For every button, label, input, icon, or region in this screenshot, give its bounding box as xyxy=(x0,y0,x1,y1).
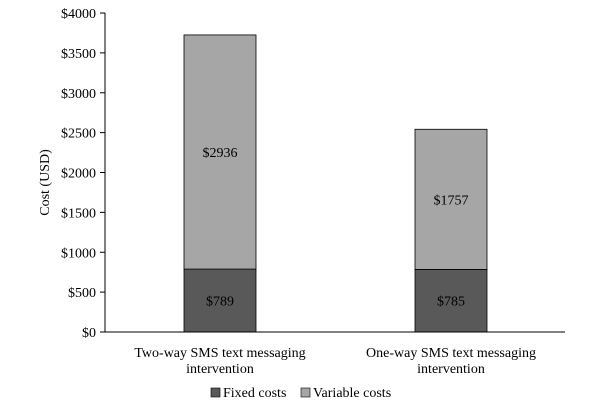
y-tick-label: $1000 xyxy=(61,246,96,261)
legend-label-variable: Variable costs xyxy=(313,386,391,401)
y-tick-label: $1500 xyxy=(61,206,96,221)
labels-group: $789 $2936 $785 $1757 xyxy=(203,146,469,310)
bar-fixed-1 xyxy=(183,268,257,333)
x-category-label: One-way SMS text messaging xyxy=(366,346,536,361)
data-label-variable-1: $2936 xyxy=(203,146,238,161)
bar-variable-2 xyxy=(414,128,488,270)
y-tick-label: $2500 xyxy=(61,127,96,142)
x-category-label: intervention xyxy=(186,362,254,377)
legend-swatch-fixed xyxy=(210,387,221,398)
bars-group xyxy=(183,34,488,333)
legend-label-fixed: Fixed costs xyxy=(223,386,286,401)
axes-group: $0 $500 $1000 $1500 $2000 $2500 $3000 $3500 $400… xyxy=(38,7,565,377)
y-tick-label: $2000 xyxy=(61,167,96,182)
data-label-fixed-1: $789 xyxy=(206,295,234,310)
y-tick-label: $4000 xyxy=(61,7,96,22)
y-tick-label: $3000 xyxy=(61,87,96,102)
y-tick-label: $500 xyxy=(68,286,96,301)
y-axis-title: Cost (USD) xyxy=(38,149,53,216)
x-category-label: Two-way SMS text messaging xyxy=(134,346,305,361)
x-category-label: intervention xyxy=(417,362,485,377)
data-label-fixed-2: $785 xyxy=(437,295,465,310)
legend: Fixed costs Variable costs xyxy=(210,386,391,401)
data-label-variable-2: $1757 xyxy=(434,193,469,208)
bar-variable-1 xyxy=(183,34,257,270)
legend-swatch-variable xyxy=(300,387,311,398)
y-tick-label: $0 xyxy=(82,326,96,341)
y-tick-label: $3500 xyxy=(61,47,96,62)
